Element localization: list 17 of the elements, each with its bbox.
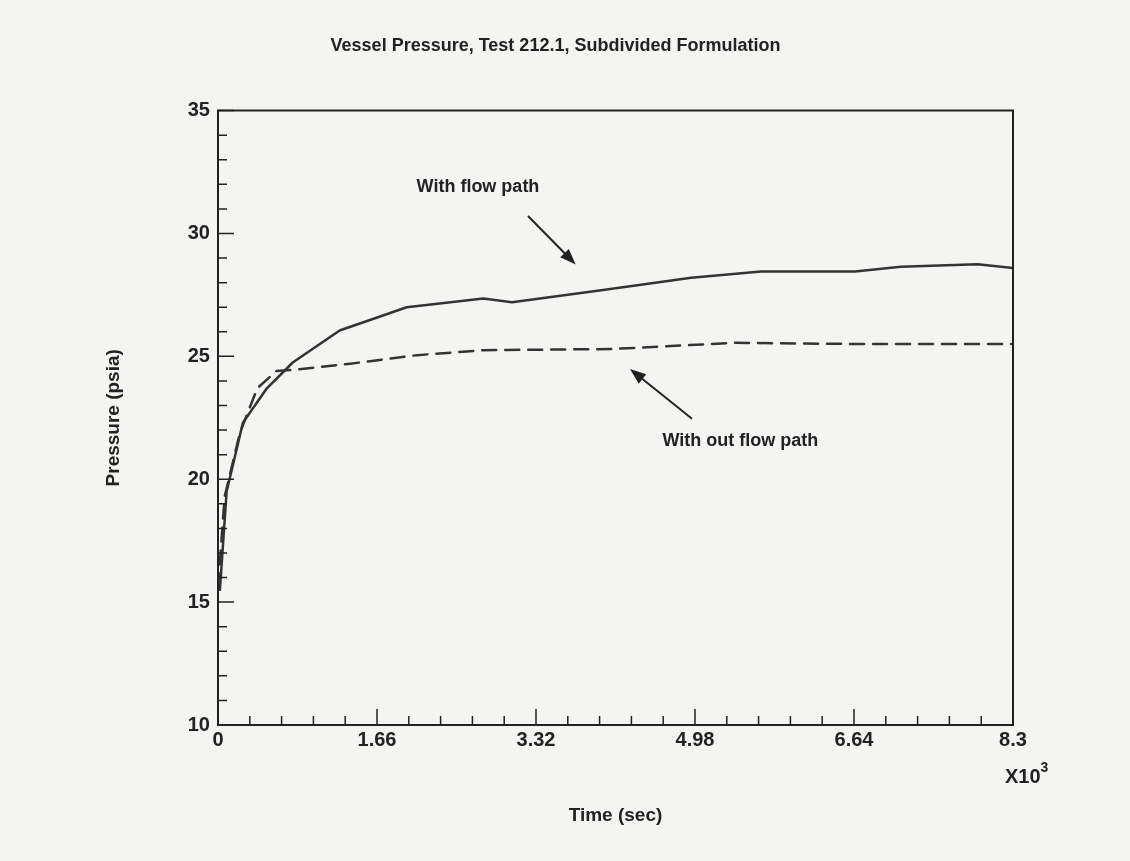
annotation: With out flow path bbox=[662, 429, 819, 450]
x-tick-label: 1.66 bbox=[357, 727, 397, 750]
y-axis-title: Pressure (psia) bbox=[101, 349, 123, 487]
x-tick-label: 0 bbox=[212, 727, 224, 750]
x-tick-label: 6.64 bbox=[834, 727, 875, 750]
y-tick-label: 20 bbox=[187, 466, 210, 489]
y-tick-label: 35 bbox=[187, 98, 210, 121]
x-tick-label: 8.3 bbox=[999, 727, 1027, 750]
y-tick-label: 25 bbox=[187, 343, 210, 366]
x-axis-title: Time (sec) bbox=[568, 803, 663, 825]
y-tick-label: 30 bbox=[187, 221, 210, 243]
y-tick-label: 10 bbox=[187, 712, 210, 735]
chart-title: Vessel Pressure, Test 212.1, Subdivided Formulation bbox=[330, 34, 781, 55]
y-tick-label: 15 bbox=[187, 589, 210, 612]
annotation: With flow path bbox=[416, 175, 540, 196]
x-tick-label: 4.98 bbox=[675, 727, 715, 750]
x-tick-label: 3.32 bbox=[516, 727, 556, 750]
